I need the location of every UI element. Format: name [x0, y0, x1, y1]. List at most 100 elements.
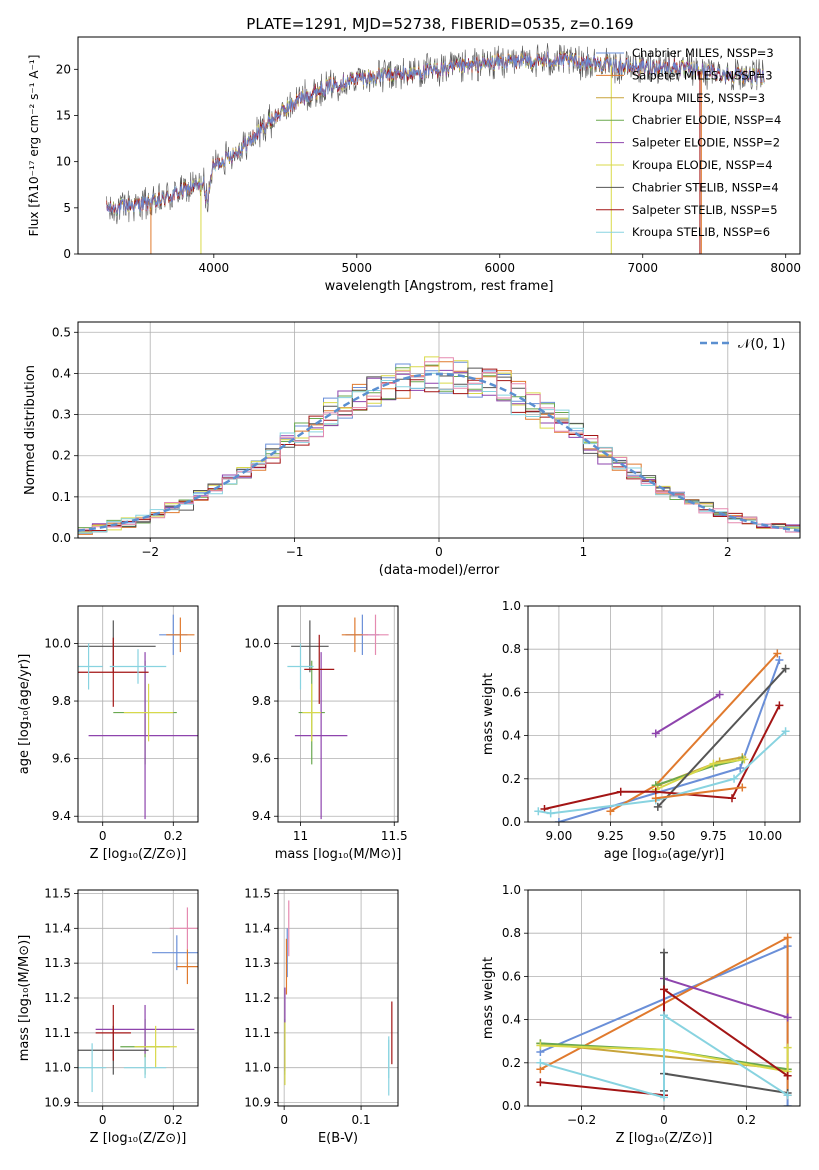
- x-tick-label: 0.2: [164, 829, 183, 843]
- y-tick-label: 11.5: [44, 886, 71, 900]
- figure-title: PLATE=1291, MJD=52738, FIBERID=0535, z=0…: [246, 15, 633, 33]
- data-point: [88, 652, 198, 820]
- y-tick-label: 0.2: [502, 1056, 521, 1070]
- y-tick-label: 11.3: [244, 956, 271, 970]
- legend-entry: Kroupa MILES, NSSP=3: [632, 91, 765, 105]
- legend-entry: 𝒩(0, 1): [738, 337, 785, 352]
- point-marker: [534, 807, 543, 816]
- plot-area: [78, 907, 198, 1093]
- y-tick-label: 0.4: [502, 729, 521, 743]
- point-marker: [606, 807, 615, 816]
- point-marker: [781, 727, 790, 736]
- x-axis-label: age [log₁₀(age/yr)]: [604, 847, 725, 862]
- x-tick-label: 7000: [627, 261, 658, 275]
- plot-area: [78, 356, 800, 535]
- point-marker: [740, 755, 749, 764]
- series-line: [540, 1044, 789, 1073]
- y-tick-label: 15: [56, 108, 71, 122]
- chart-mass-vs-Z: 0 0.2 10.9 11.0 11.1 11.2 11.3 11.4 11.5 Z [log₁₀…: [17, 886, 199, 1146]
- point-marker: [616, 787, 625, 796]
- y-tick-label: 11.2: [44, 991, 71, 1005]
- data-point: [302, 683, 322, 742]
- plot-area: [78, 614, 198, 820]
- x-axis-label: Z [log₁₀(Z/Z⊙)]: [616, 1131, 713, 1146]
- y-tick-label: 0.2: [52, 449, 71, 463]
- x-tick-label: 9.25: [597, 829, 624, 843]
- point-marker: [730, 774, 739, 783]
- chart-mass-weight-vs-Z: −0.2 0 0.2 0.0 0.2 0.4 0.6 0.8 1.0 Z [log₁₀(Z/Z⊙)…: [481, 883, 801, 1146]
- point-marker: [660, 948, 668, 957]
- x-tick-label: 9.75: [700, 829, 727, 843]
- y-tick-label: 11.4: [44, 921, 71, 935]
- x-tick-label: 0: [435, 545, 443, 559]
- series-line: [663, 977, 788, 1019]
- y-tick-label: 10.9: [44, 1096, 71, 1110]
- data-point: [95, 1004, 131, 1061]
- x-tick-label: −0.2: [567, 1113, 596, 1127]
- y-tick-label: 0.8: [502, 926, 521, 940]
- point-marker: [660, 1011, 668, 1020]
- point-marker: [651, 794, 660, 803]
- y-tick-label: 11.0: [244, 1061, 271, 1075]
- plot-area: [536, 933, 792, 1106]
- legend-entry: Salpeter ELODIE, NSSP=2: [632, 136, 780, 150]
- y-tick-label: 0.6: [502, 685, 521, 699]
- data-point: [169, 907, 198, 950]
- point-marker: [709, 759, 718, 768]
- y-tick-label: 0.0: [502, 815, 521, 829]
- series-line: [655, 758, 745, 791]
- point-marker: [783, 1071, 792, 1080]
- x-tick-label: 9.50: [649, 829, 676, 843]
- point-marker: [773, 649, 782, 658]
- data-point: [123, 1057, 167, 1079]
- y-tick-label: 1.0: [502, 599, 521, 613]
- data-point: [95, 1004, 195, 1054]
- series: [536, 1011, 792, 1102]
- x-tick-label: 11.5: [381, 829, 408, 843]
- data-point: [109, 649, 167, 684]
- series: [554, 656, 784, 822]
- legend-entry: Chabrier ELODIE, NSSP=4: [632, 113, 781, 127]
- point-marker: [715, 690, 724, 699]
- legend: 𝒩(0, 1): [700, 337, 785, 352]
- x-tick-label: 11: [293, 829, 308, 843]
- x-axis-label: wavelength [Angstrom, rest frame]: [325, 279, 554, 294]
- x-axis-label: Z [log₁₀(Z/Z⊙)]: [90, 847, 187, 862]
- point-marker: [554, 818, 563, 822]
- x-tick-label: 0.1: [352, 1113, 371, 1127]
- series-line: [655, 786, 743, 800]
- y-tick-label: 0.1: [52, 490, 71, 504]
- plot-area: [106, 43, 765, 254]
- point-marker: [775, 701, 784, 710]
- x-tick-label: 0.2: [164, 1113, 183, 1127]
- chart-age-vs-Z: 0 0.2 9.4 9.6 9.8 10.0 Z [log₁₀(Z/Z⊙)] age [log…: [17, 605, 199, 862]
- legend-entry: Salpeter MILES, NSSP=3: [632, 68, 773, 82]
- y-tick-label: 20: [56, 62, 71, 76]
- data-point: [294, 652, 348, 820]
- x-axis-label: mass [log₁₀(M/M⊙)]: [275, 847, 402, 862]
- data-point: [134, 1025, 177, 1068]
- data-point: [304, 634, 335, 704]
- data-point: [78, 1043, 107, 1093]
- chart-residuals: 𝒩(0, 1) −2 −1 0 1 2 0.0 0.1 0.2 0.3 0.4 0.5 (data-mo…: [23, 321, 801, 578]
- axes-frame: [277, 605, 399, 823]
- y-tick-label: 10: [56, 155, 71, 169]
- axes-frame: [77, 605, 199, 823]
- x-tick-label: 1: [580, 545, 588, 559]
- x-tick-label: 2: [724, 545, 732, 559]
- x-tick-label: 5000: [342, 261, 373, 275]
- y-axis-label: mass weight: [481, 957, 496, 1039]
- x-tick-label: 0.2: [737, 1113, 756, 1127]
- data-point: [166, 617, 195, 653]
- y-tick-label: 11.3: [44, 956, 71, 970]
- x-tick-label: 0: [99, 1113, 107, 1127]
- x-axis-label: Z [log₁₀(Z/Z⊙)]: [90, 1131, 187, 1146]
- x-axis-label: (data-model)/error: [379, 563, 500, 578]
- x-tick-label: 6000: [484, 261, 515, 275]
- data-point: [176, 949, 198, 985]
- y-tick-label: 0.0: [52, 531, 71, 545]
- y-tick-label: 0.2: [502, 772, 521, 786]
- y-axis-label: mass [log₁₀(M/M⊙)]: [17, 935, 32, 1062]
- point-marker: [660, 1093, 668, 1102]
